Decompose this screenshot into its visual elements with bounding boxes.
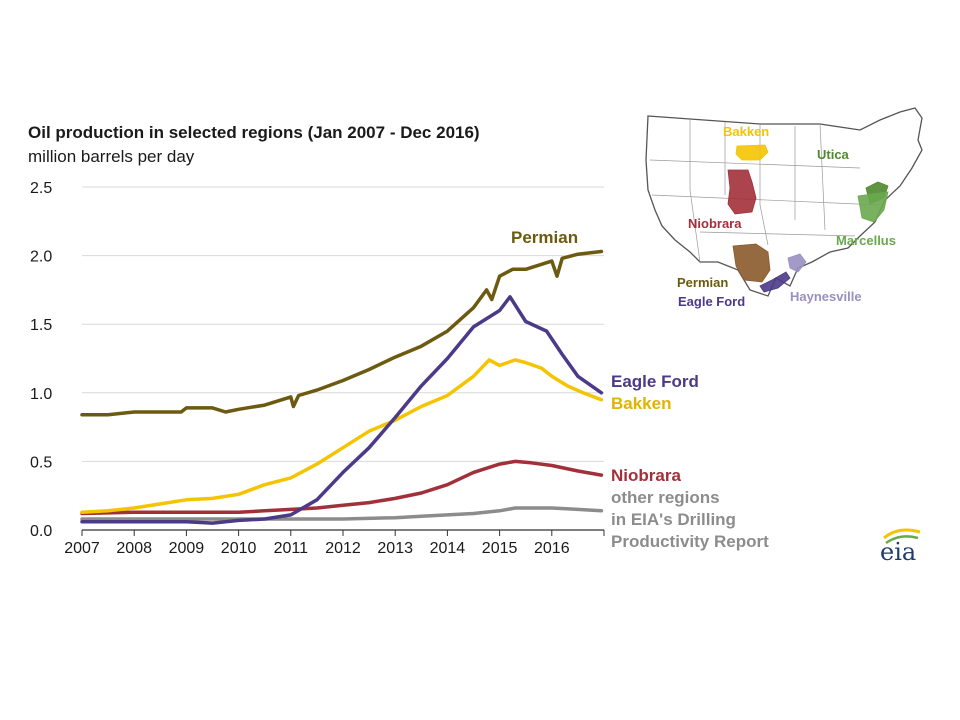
map-label-eagle-ford: Eagle Ford [678, 294, 745, 309]
label-other-line2: in EIA's Drilling [611, 510, 736, 529]
label-niobrara: Niobrara [611, 466, 681, 485]
series-lines [80, 249, 604, 525]
y-tick-label: 0.5 [30, 454, 52, 471]
series-line-other [80, 506, 604, 521]
y-tick-label: 1.0 [30, 386, 52, 403]
x-tick-label: 2009 [169, 540, 205, 557]
x-tick-label: 2013 [377, 540, 413, 557]
map-label-niobrara: Niobrara [688, 216, 742, 231]
x-tick-label: 2012 [325, 540, 361, 557]
chart-title: Oil production in selected regions (Jan … [28, 123, 480, 142]
label-bakken: Bakken [611, 394, 671, 413]
map-region-permian [732, 243, 771, 283]
x-axis-ticks: 2007 2008 2009 2010 2011 2012 2013 2014 2015 2016 [64, 530, 605, 557]
map-region-niobrara [727, 169, 757, 215]
y-tick-label: 0.0 [30, 523, 52, 540]
label-permian: Permian [511, 228, 578, 247]
map-label-haynesville: Haynesville [790, 289, 862, 304]
map-region-bakken [735, 144, 769, 161]
label-eagle-ford: Eagle Ford [611, 372, 699, 391]
us-map-inset: Bakken Utica Niobrara Marcellus Permian … [645, 107, 923, 309]
eia-logo-icon: eia [880, 528, 921, 566]
label-other-line3: Productivity Report [611, 532, 769, 551]
y-tick-label: 1.5 [30, 317, 52, 334]
x-tick-label: 2008 [116, 540, 152, 557]
map-label-permian: Permian [677, 275, 728, 290]
map-label-marcellus: Marcellus [836, 233, 896, 248]
label-other-line1: other regions [611, 488, 720, 507]
x-tick-label: 2015 [482, 540, 518, 557]
x-tick-label: 2007 [64, 540, 100, 557]
map-region-haynesville [787, 253, 807, 273]
y-tick-label: 2.5 [30, 180, 52, 197]
series-line-permian [80, 249, 604, 417]
eia-logo-text: eia [880, 538, 916, 566]
us-outline [645, 107, 923, 297]
chart-subtitle: million barrels per day [28, 147, 195, 166]
y-tick-label: 2.0 [30, 249, 52, 266]
map-label-bakken: Bakken [723, 124, 769, 139]
series-line-eagle [80, 295, 604, 525]
y-axis-ticks: 0.0 0.5 1.0 1.5 2.0 2.5 [30, 180, 52, 540]
map-region-marcellus [857, 191, 889, 223]
x-tick-label: 2011 [274, 540, 309, 557]
x-tick-label: 2014 [430, 540, 466, 557]
series-line-bakken [80, 358, 604, 514]
x-tick-label: 2010 [221, 540, 257, 557]
map-region-eagle-ford [759, 271, 791, 293]
map-label-utica: Utica [817, 147, 850, 162]
x-tick-label: 2016 [534, 540, 570, 557]
series-line-niobrara [80, 459, 604, 516]
